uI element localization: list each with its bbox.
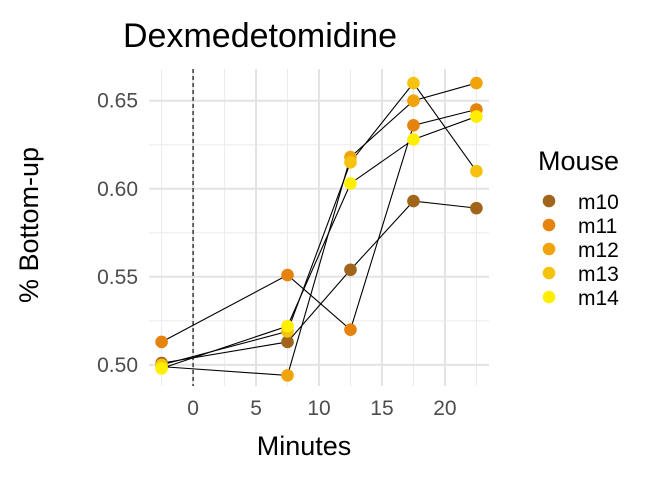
plot-area: 0 5 10 15 20 0.50 0.55 0.60 0.65 — [97, 69, 489, 420]
data-point-m12 — [470, 76, 483, 90]
legend-label-m13: m13 — [578, 263, 619, 286]
y-tick-label: 0.50 — [97, 354, 138, 377]
legend-key-m10 — [542, 194, 556, 208]
x-tick-label: 15 — [370, 397, 393, 420]
data-point-m10 — [281, 335, 294, 349]
data-point-m10 — [344, 263, 357, 277]
y-tick-label: 0.65 — [97, 90, 138, 113]
x-tick-label: 20 — [433, 397, 456, 420]
data-point-m14 — [155, 362, 168, 375]
data-point-m12 — [407, 94, 420, 107]
y-axis-title: % Bottom-up — [14, 147, 44, 303]
data-point-m13 — [470, 164, 483, 178]
data-point-m11 — [344, 323, 357, 336]
data-point-m14 — [407, 133, 420, 146]
y-tick-label: 0.55 — [97, 266, 138, 289]
data-point-m10 — [407, 194, 420, 208]
legend-label-m10: m10 — [578, 191, 619, 214]
x-tick-label: 5 — [250, 397, 262, 420]
data-point-m11 — [281, 268, 294, 282]
legend-title: Mouse — [538, 146, 619, 176]
data-point-m11 — [407, 119, 420, 132]
data-point-m13 — [344, 156, 357, 169]
legend-key-m13 — [542, 266, 556, 280]
data-point-m14 — [470, 110, 483, 123]
data-point-m11 — [155, 335, 168, 349]
data-point-m10 — [470, 201, 483, 215]
legend-key-m11 — [542, 218, 556, 232]
chart-title: Dexmedetomidine — [123, 17, 397, 55]
y-tick-label: 0.60 — [97, 178, 138, 201]
legend-label-m12: m12 — [578, 239, 619, 262]
x-tick-label: 10 — [307, 397, 330, 420]
data-point-m13 — [407, 76, 420, 90]
legend-label-m14: m14 — [578, 287, 619, 310]
data-point-m14 — [281, 319, 294, 333]
data-point-m12 — [281, 369, 294, 382]
data-point-m14 — [344, 177, 357, 190]
legend-key-m12 — [542, 242, 556, 256]
legend-key-m14 — [542, 290, 556, 304]
x-tick-label: 0 — [187, 397, 199, 420]
x-axis-title: Minutes — [257, 431, 352, 461]
legend-label-m11: m11 — [578, 215, 617, 238]
